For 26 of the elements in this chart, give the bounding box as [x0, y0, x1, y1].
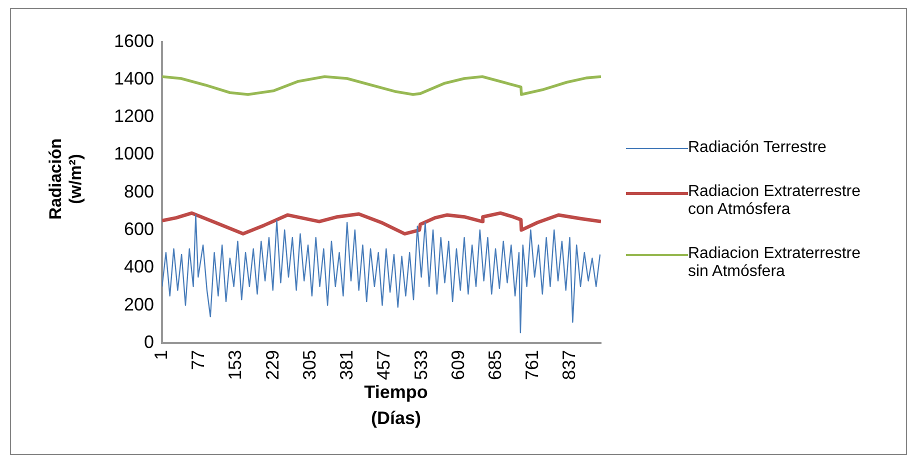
legend-label: Radiacion Extraterrestre con Atmósfera: [688, 183, 862, 219]
y-tick-label: 1200: [114, 106, 154, 126]
x-tick-label: 229: [262, 350, 282, 380]
x-tick-label: 837: [559, 350, 580, 380]
y-tick-label: 800: [124, 181, 154, 202]
y-axis-title: Radiación (w/m²): [46, 137, 86, 222]
x-tick-label: 153: [225, 350, 246, 380]
y-tick-label: 200: [124, 294, 154, 314]
legend-label: Radiacion Extraterrestre sin Atmósfera: [688, 245, 862, 281]
x-tick-label: 77: [188, 350, 208, 370]
y-tick-label: 1600: [114, 30, 154, 51]
x-tick-label: 609: [448, 350, 468, 380]
y-tick-label: 1000: [114, 144, 154, 164]
legend-label: Radiación Terrestre: [688, 139, 826, 157]
x-axis-title: Tiempo (Días): [363, 381, 429, 430]
x-tick-label: 685: [484, 350, 505, 380]
x-tick-label: 457: [374, 350, 394, 380]
x-tick-label: 761: [522, 350, 542, 380]
y-tick-label: 1400: [114, 68, 154, 88]
x-tick-label: 1: [151, 350, 172, 360]
x-tick-label: 533: [410, 350, 431, 380]
y-tick-label: 0: [144, 332, 154, 352]
x-tick-label: 305: [299, 350, 320, 380]
y-tick-label: 400: [124, 256, 154, 277]
y-tick-label: 600: [124, 219, 154, 239]
x-tick-label: 381: [336, 350, 357, 380]
